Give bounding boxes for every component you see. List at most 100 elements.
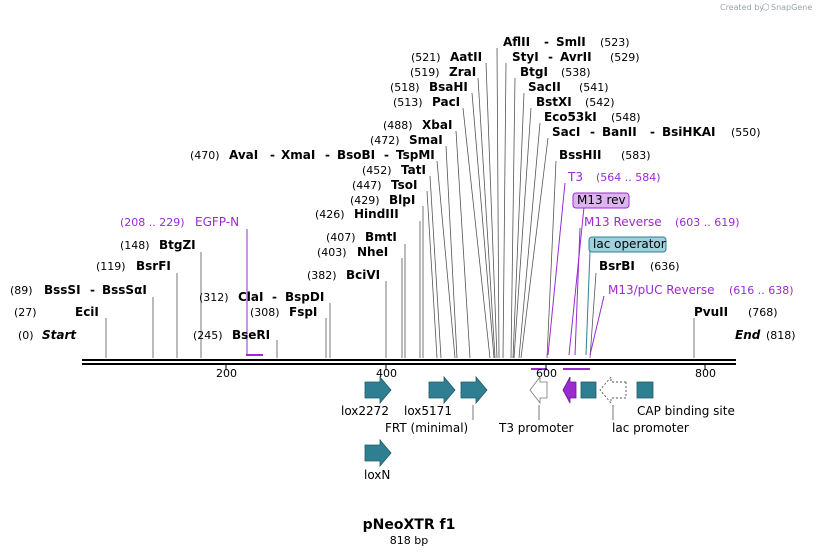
feature-box-lac-operator[interactable]: [588, 236, 667, 253]
pos-pvuii: (768): [748, 306, 778, 319]
enzyme-bseri[interactable]: BseRI: [232, 328, 270, 342]
feature-arrow-loxn[interactable]: [364, 438, 392, 468]
enzyme-sep: -: [650, 125, 655, 139]
enzyme-blpi[interactable]: BlpI: [389, 193, 415, 207]
feature-arrow-lox2272[interactable]: [364, 375, 392, 405]
enzyme-bspdi[interactable]: BspDI: [285, 290, 324, 304]
connector-m13-rev: [568, 206, 585, 356]
feature-arrow-t3-promoter[interactable]: [529, 375, 548, 405]
enzyme-btgi[interactable]: BtgI: [520, 65, 548, 79]
feature-arrow-lac-promoter[interactable]: [599, 375, 627, 405]
primer-range-t3: (564 .. 584): [596, 171, 661, 184]
enzyme-clai[interactable]: ClaI: [238, 290, 263, 304]
enzyme-smli[interactable]: SmlI: [556, 35, 586, 49]
primer-range-m13-puc-reverse: (616 .. 638): [729, 284, 794, 297]
pos-xbai: (488): [383, 119, 413, 132]
enzyme-tspmi[interactable]: TspMI: [396, 148, 435, 162]
connector-tsoi: [426, 190, 438, 359]
pos-tsoi: (447): [352, 179, 382, 192]
pos-tati: (452): [362, 164, 392, 177]
enzyme-sep: -: [384, 148, 389, 162]
primer-bars: [246, 354, 590, 370]
pos-bsahi: (518): [390, 81, 420, 94]
enzyme-aflii[interactable]: AflII: [503, 35, 530, 49]
operator-connector-line: [585, 250, 591, 356]
enzyme-sacii[interactable]: SacII: [528, 80, 561, 94]
tick-label-800: 800: [695, 367, 716, 380]
feature-box-lac-operator-map[interactable]: [580, 381, 597, 399]
watermark-prefix: Created by: [720, 3, 764, 12]
pos-bsrfi: (119): [96, 260, 126, 273]
feature-arrow-lox5171[interactable]: [428, 375, 456, 405]
enzyme-bsihkai[interactable]: BsiHKAI: [662, 125, 716, 139]
end-label: End: [735, 328, 761, 342]
start-label: Start: [42, 328, 77, 342]
primer-labels: (208 .. 229) EGFP-N T3 (564 .. 584) M13 …: [120, 170, 794, 297]
end-position: (818): [766, 329, 796, 342]
connector-m13-reverse: [574, 227, 581, 356]
enzyme-ecii[interactable]: EciI: [75, 305, 99, 319]
snapgene-logo-icon: ⬡: [762, 3, 770, 13]
connector-sacii: [512, 92, 525, 359]
connector-xbai: [455, 130, 471, 359]
enzyme-tati[interactable]: TatI: [401, 163, 426, 177]
enzyme-fspi[interactable]: FspI: [289, 305, 317, 319]
enzyme-tsoi[interactable]: TsoI: [391, 178, 417, 192]
pos-blpi: (429): [350, 194, 380, 207]
enzyme-sep: -: [544, 35, 549, 49]
primer-range-m13-reverse: (603 .. 619): [675, 216, 740, 229]
connector-ársshii: [546, 160, 557, 359]
enzyme-bcivi[interactable]: BciVI: [346, 268, 380, 282]
feature-arrow-m13-rev[interactable]: [562, 376, 577, 404]
enzyme-bsshii[interactable]: BssHII: [559, 148, 601, 162]
enzyme-smai[interactable]: SmaI: [409, 133, 443, 147]
enzyme-btgzi[interactable]: BtgZI: [159, 238, 196, 252]
feature-box-cap-binding-site[interactable]: [636, 381, 654, 399]
pos-nhei: (403): [317, 246, 347, 259]
enzyme-nhei[interactable]: NheI: [357, 245, 388, 259]
enzyme-bmti[interactable]: BmtI: [365, 230, 397, 244]
enzyme-saci[interactable]: SacI: [552, 125, 580, 139]
pos-sacii: (541): [579, 81, 609, 94]
enzyme-banii[interactable]: BanII: [602, 125, 637, 139]
primer-egfp-n[interactable]: EGFP-N: [195, 215, 239, 229]
primer-box-m13-rev[interactable]: [572, 192, 630, 209]
enzyme-pvuii[interactable]: PvuII: [694, 305, 728, 319]
connector-aatii: [485, 62, 498, 359]
enzyme-bsahi[interactable]: BsaHI: [429, 80, 468, 94]
enzyme-sep: -: [272, 290, 277, 304]
pos-zrai: (519): [410, 66, 440, 79]
primer-t3[interactable]: T3: [567, 170, 583, 184]
enzyme-labels: (27) EciI (89) BssSI - BssSαI (119) BsrF…: [10, 35, 778, 342]
enzyme-bsrbi[interactable]: BsrBI: [599, 259, 635, 273]
enzyme-zrai[interactable]: ZraI: [449, 65, 476, 79]
enzyme-bsrfi[interactable]: BsrFI: [136, 259, 171, 273]
enzyme-avrii[interactable]: AvrII: [560, 50, 592, 64]
feature-arrow-frt[interactable]: [460, 375, 488, 405]
enzyme-avai[interactable]: AvaI: [229, 148, 258, 162]
feature-label-lox5171: lox5171: [404, 404, 452, 418]
primer-m13-reverse[interactable]: M13 Reverse: [584, 215, 662, 229]
primer-m13-puc-reverse[interactable]: M13/pUC Reverse: [608, 283, 715, 297]
enzyme-sep: -: [325, 148, 330, 162]
connector-aflii: [496, 47, 500, 359]
enzyme-sep: -: [90, 283, 95, 297]
enzyme-styi[interactable]: StyI: [512, 50, 539, 64]
enzyme-bsssi[interactable]: BssSI: [44, 283, 81, 297]
enzyme-bsobi[interactable]: BsoBI: [337, 148, 375, 162]
enzyme-eco53ki[interactable]: Eco53kI: [544, 110, 597, 124]
pos-btgzi: (148): [120, 239, 150, 252]
enzyme-aatii[interactable]: AatII: [450, 50, 482, 64]
pos-hindiii: (426): [315, 208, 345, 221]
pos-bstxi: (542): [585, 96, 615, 109]
enzyme-xmai[interactable]: XmaI: [281, 148, 315, 162]
pos-btgi: (538): [561, 66, 591, 79]
enzyme-hindiii[interactable]: HindIII: [354, 207, 399, 221]
enzyme-paci[interactable]: PacI: [432, 95, 460, 109]
pos-styi: (529): [610, 51, 640, 64]
enzyme-bstxi[interactable]: BstXI: [536, 95, 572, 109]
feature-label-t3-promoter: T3 promoter: [498, 421, 574, 435]
enzyme-bsssai[interactable]: BssSαI: [102, 283, 147, 297]
enzyme-xbai[interactable]: XbaI: [422, 118, 452, 132]
